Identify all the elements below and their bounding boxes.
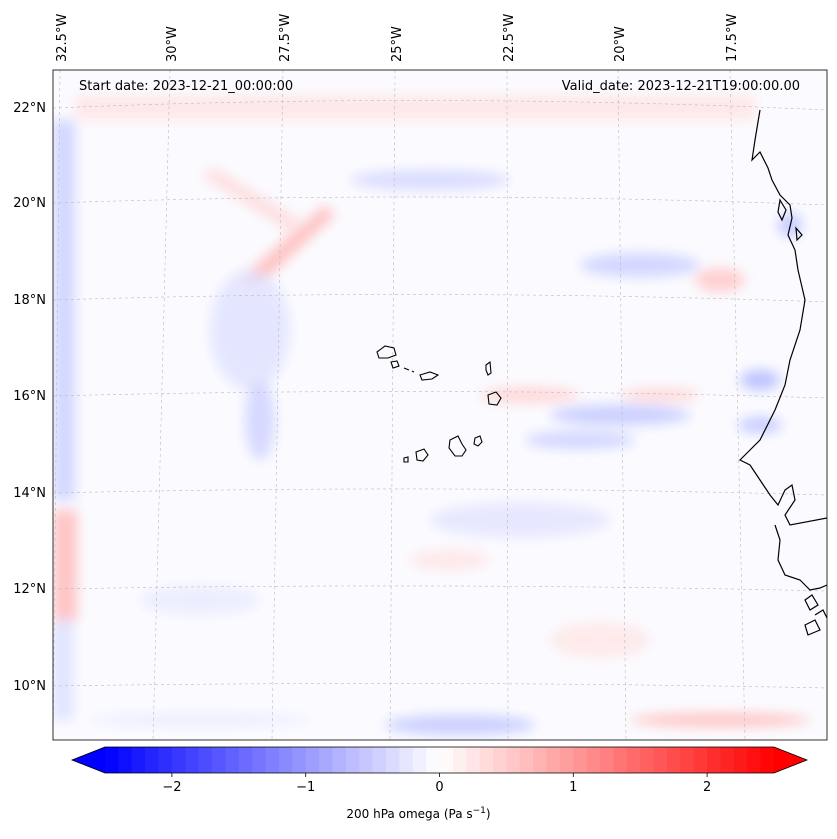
map-frame — [52, 69, 828, 741]
colorbar-segment — [385, 747, 400, 773]
colorbar-segment — [412, 747, 427, 773]
longitude-labels: 32.5°W 30°W 27.5°W 25°W 22.5°W 20°W 17.5… — [55, 14, 740, 62]
colorbar-segment — [640, 747, 655, 773]
colorbar-segment — [613, 747, 628, 773]
colorbar-segment — [105, 747, 119, 773]
colorbar-tick-label: −1 — [296, 780, 315, 795]
colorbar-low-extend-arrow — [72, 747, 105, 773]
colorbar-segment — [626, 747, 641, 773]
colorbar-tick-label: 0 — [435, 780, 443, 795]
colorbar-tick-label: 1 — [569, 780, 577, 795]
colorbar-units: (Pa s — [443, 807, 473, 821]
lat-label-14n: 14°N — [13, 486, 46, 501]
colorbar-units-close: ) — [485, 807, 491, 821]
lon-label-32-5w: 32.5°W — [55, 14, 70, 62]
lat-label-12n: 12°N — [13, 582, 46, 597]
colorbar-segments — [105, 747, 775, 773]
colorbar-segment — [466, 747, 481, 773]
colorbar-segment — [171, 747, 186, 773]
colorbar-segment — [546, 747, 561, 773]
colorbar-segment — [720, 747, 735, 773]
omega-field — [53, 95, 810, 735]
colorbar-segment — [426, 747, 441, 773]
cape-verde-islands — [376, 345, 502, 463]
colorbar-segment — [519, 747, 534, 773]
lon-label-17-5w: 17.5°W — [725, 14, 740, 62]
lat-label-20n: 20°N — [13, 196, 46, 211]
colorbar-segment — [372, 747, 387, 773]
colorbar-segment — [760, 747, 775, 773]
colorbar-segment — [185, 747, 200, 773]
colorbar-segment — [212, 747, 227, 773]
colorbar-segment — [493, 747, 507, 773]
lat-label-18n: 18°N — [13, 293, 46, 308]
colorbar-segment — [332, 747, 347, 773]
colorbar-segment — [305, 747, 320, 773]
colorbar-segment — [145, 747, 160, 773]
colorbar-ticks: −2 −1 0 1 2 — [162, 773, 711, 795]
colorbar-segment — [506, 747, 521, 773]
colorbar-segment — [118, 747, 133, 773]
colorbar-high-extend-arrow — [774, 747, 807, 773]
colorbar-segment — [198, 747, 213, 773]
colorbar-segment — [452, 747, 467, 773]
colorbar-segment — [573, 747, 588, 773]
colorbar-segment — [278, 747, 293, 773]
colorbar-segment — [345, 747, 360, 773]
colorbar: −2 −1 0 1 2 — [70, 746, 809, 795]
map-panel — [53, 70, 827, 740]
colorbar-segment — [680, 747, 695, 773]
lat-label-22n: 22°N — [13, 101, 46, 116]
colorbar-segment — [600, 747, 615, 773]
colorbar-label: 200 hPa omega (Pa s−1) — [0, 806, 837, 821]
colorbar-segment — [399, 747, 414, 773]
latitude-labels: 22°N 20°N 18°N 16°N 14°N 12°N 10°N — [13, 101, 46, 694]
colorbar-segment — [586, 747, 601, 773]
colorbar-tick-label: 2 — [703, 780, 711, 795]
colorbar-segment — [733, 747, 748, 773]
valid-date-label: Valid_date: 2023-12-21T19:00:00.00 — [562, 79, 800, 94]
colorbar-segment — [747, 747, 762, 773]
colorbar-segment — [439, 747, 454, 773]
lat-label-10n: 10°N — [13, 679, 46, 694]
colorbar-segment — [653, 747, 668, 773]
colorbar-tick-label: −2 — [162, 780, 181, 795]
colorbar-segment — [479, 747, 494, 773]
colorbar-segment — [225, 747, 240, 773]
colorbar-segment — [693, 747, 708, 773]
colorbar-units-exponent: −1 — [472, 806, 486, 816]
colorbar-segment — [292, 747, 307, 773]
lon-label-30w: 30°W — [165, 26, 180, 62]
colorbar-field-name: 200 hPa omega — [346, 807, 440, 821]
lon-label-20w: 20°W — [613, 26, 628, 62]
colorbar-segment — [666, 747, 681, 773]
colorbar-segment — [158, 747, 173, 773]
african-coastline — [738, 109, 827, 636]
colorbar-outline — [70, 746, 809, 774]
colorbar-segment — [265, 747, 280, 773]
lat-label-16n: 16°N — [13, 389, 46, 404]
start-date-label: Start date: 2023-12-21_00:00:00 — [79, 79, 293, 94]
colorbar-segment — [707, 747, 722, 773]
lon-label-25w: 25°W — [390, 26, 405, 62]
colorbar-segment — [131, 747, 146, 773]
lon-label-22-5w: 22.5°W — [502, 14, 517, 62]
graticule — [53, 70, 827, 740]
colorbar-segment — [319, 747, 334, 773]
lon-label-27-5w: 27.5°W — [278, 14, 293, 62]
colorbar-segment — [359, 747, 374, 773]
colorbar-segment — [533, 747, 548, 773]
colorbar-segment — [559, 747, 574, 773]
colorbar-segment — [238, 747, 253, 773]
colorbar-segment — [252, 747, 267, 773]
